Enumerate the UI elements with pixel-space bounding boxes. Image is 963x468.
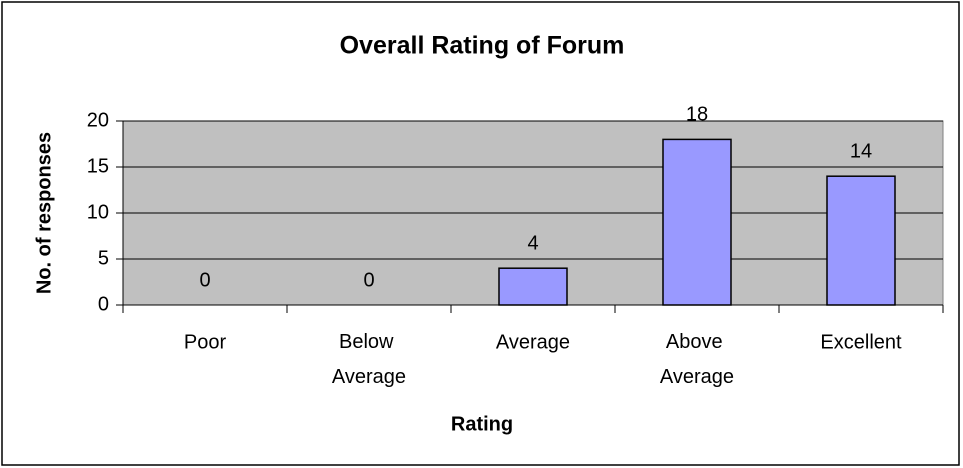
y-tick-label: 15 <box>87 155 109 177</box>
x-tick-label: Average <box>496 331 570 353</box>
chart-title: Overall Rating of Forum <box>340 32 625 60</box>
y-tick-label: 0 <box>98 293 109 315</box>
x-tick-label-line: Average <box>660 366 734 388</box>
y-tick-label: 5 <box>98 247 109 269</box>
x-tick-label: Above Average <box>660 331 734 388</box>
bar <box>826 175 896 306</box>
value-label: 18 <box>686 104 708 126</box>
value-label: 14 <box>850 140 872 162</box>
x-tick-label: Below Average <box>332 331 406 388</box>
y-tick-label: 20 <box>87 109 109 131</box>
value-label: 4 <box>527 232 538 254</box>
x-tick-label-line: Average <box>332 366 406 388</box>
x-tick-label: Excellent <box>820 331 902 353</box>
y-tick-label: 10 <box>87 201 109 223</box>
x-tick-label-line: Above <box>666 331 728 353</box>
y-axis-label: No. of responses <box>33 132 55 294</box>
x-axis-label: Rating <box>451 413 513 435</box>
bar <box>662 138 732 306</box>
bar <box>498 267 568 306</box>
value-label: 0 <box>199 269 210 291</box>
x-tick-label: Poor <box>184 331 227 353</box>
value-label: 0 <box>363 269 374 291</box>
x-tick-label-line: Below <box>339 331 399 353</box>
